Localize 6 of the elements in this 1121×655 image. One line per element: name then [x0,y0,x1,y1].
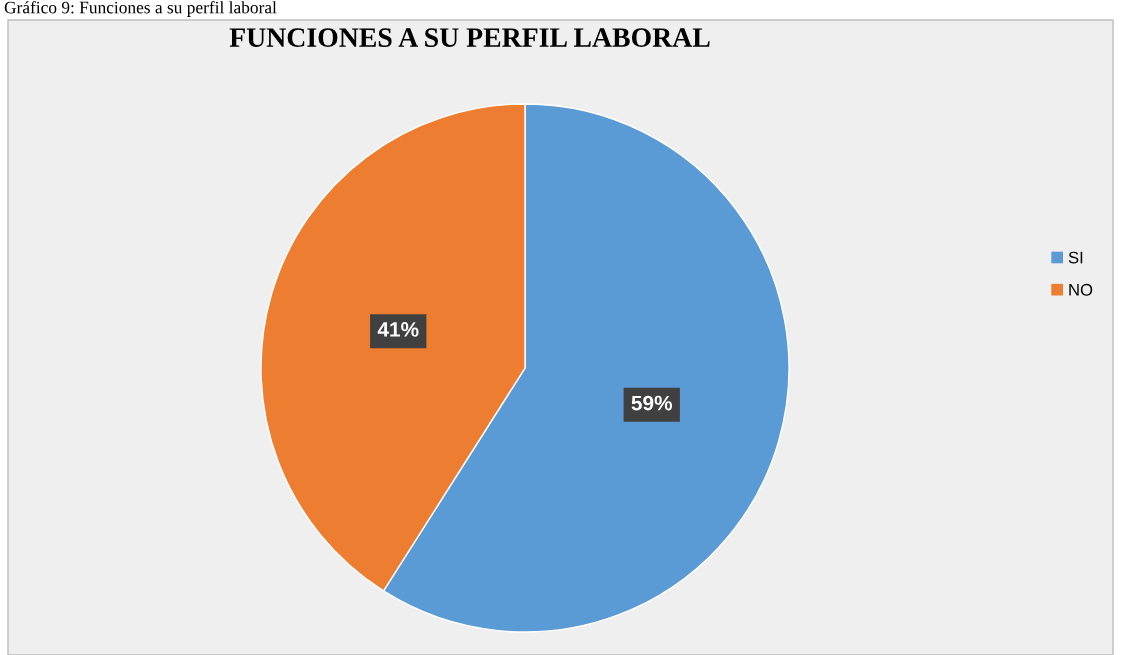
chart-title: FUNCIONES A SU PERFIL LABORAL [229,28,710,47]
data-label: 59% [631,395,673,411]
legend-label: NO [1069,283,1093,296]
text: Gráfico 9: Funciones a su perfil laboral [4,1,277,17]
data-label: 41% [377,322,419,337]
legend-label: SI [1068,251,1083,264]
